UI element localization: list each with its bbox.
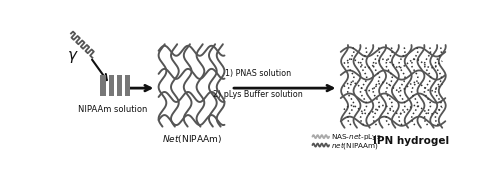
Bar bbox=[117, 75, 122, 96]
Bar bbox=[108, 75, 114, 96]
Text: IPN hydrogel: IPN hydrogel bbox=[373, 136, 450, 146]
Text: $\it{net}$(NIPAAm): $\it{net}$(NIPAAm) bbox=[331, 140, 379, 151]
Text: NIPAAm solution: NIPAAm solution bbox=[78, 105, 148, 114]
Text: γ: γ bbox=[68, 48, 76, 63]
Text: NAS-$\it{net}$-pLys: NAS-$\it{net}$-pLys bbox=[331, 131, 382, 142]
Bar bbox=[125, 75, 130, 96]
Text: 1) PNAS solution: 1) PNAS solution bbox=[225, 69, 291, 78]
Text: 2) pLys Buffer solution: 2) pLys Buffer solution bbox=[214, 90, 303, 99]
Text: $\it{Net}$(NIPAAm): $\it{Net}$(NIPAAm) bbox=[162, 133, 222, 145]
Bar bbox=[100, 75, 106, 96]
